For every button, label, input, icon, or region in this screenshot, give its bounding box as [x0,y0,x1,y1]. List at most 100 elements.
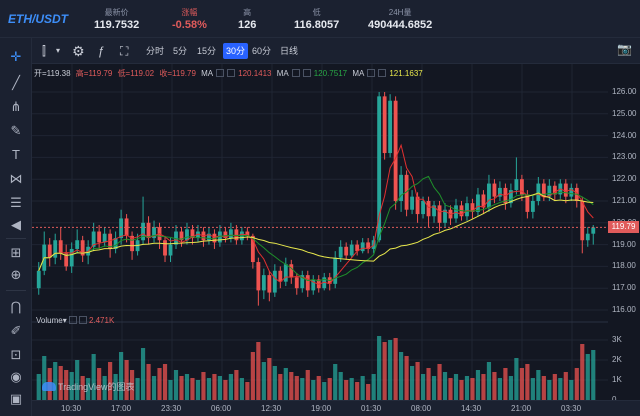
volume-bar [497,378,503,400]
interval-timeline[interactable]: 分时 [146,46,165,56]
volume-bar [371,374,376,400]
volume-bar [316,376,321,400]
candle-body [250,235,255,263]
candle-body [569,187,574,197]
volume-bar [355,382,360,400]
text-tool-icon[interactable]: T [12,147,20,162]
magnet-icon[interactable]: ⋂ [10,299,22,314]
settings-box-icon[interactable] [216,69,225,77]
time-tick-label: 12:30 [261,404,282,413]
volume-bar [448,378,453,400]
volume-bar [426,368,431,400]
camera-icon[interactable]: 📷 [617,42,632,56]
candle-body [580,201,585,241]
indicator-icon[interactable]: ƒ [98,44,105,58]
ohlc-legend: 开=119.38 高=119.79 低=119.02 收=119.79 MA 12… [34,68,426,80]
volume-bar [300,378,305,400]
time-tick-label: 23:30 [161,404,182,413]
trend-line-icon[interactable]: ╱ [12,75,20,90]
volume-bar [360,376,365,400]
candle-body [366,242,371,249]
settings-box-icon[interactable] [68,316,77,324]
close-box-icon[interactable] [378,69,387,77]
candle-body [333,257,338,284]
volume-bar [536,370,541,400]
volume-bar [327,378,332,400]
volume-label[interactable]: Volume [36,316,63,325]
back-arrow-icon[interactable]: ◀ [11,217,21,232]
volume-bar [464,376,470,400]
volume-bar [228,374,233,400]
crosshair-icon[interactable]: ✛ [10,49,22,64]
candle-body [437,205,442,223]
candle-body [563,183,568,197]
settings-box-icon[interactable] [367,69,376,77]
fib-icon[interactable]: ☰ [10,195,22,210]
ma-long-line [38,192,594,271]
interval-60m[interactable]: 60分 [252,46,272,56]
interval-5m[interactable]: 5分 [173,46,188,56]
fullscreen-icon[interactable]: ⛶ [120,44,129,58]
candle-body [476,194,480,212]
pattern-icon[interactable]: ⋈ [9,171,23,186]
toolbar-divider [6,238,26,239]
candle-body [174,231,178,245]
stat-volume-24h: 24H量 490444.6852 [368,8,432,32]
interval-daily[interactable]: 日线 [280,46,299,56]
zoom-in-icon[interactable]: ⊕ [10,267,22,282]
volume-tick-label: 3K [612,335,622,344]
candle-body [212,233,217,243]
candle-body [223,231,228,239]
pitchfork-icon[interactable]: ⋔ [10,99,22,114]
eye-icon[interactable]: ◉ [10,369,22,384]
time-tick-label: 10:30 [61,404,82,413]
candle-body [322,277,327,289]
close-box-icon[interactable] [78,316,87,324]
pair-symbol[interactable]: ETH/USDT [8,12,68,26]
close-box-icon[interactable] [302,69,311,77]
pencil-lock-icon[interactable]: ✐ [10,323,22,338]
volume-tick-label: 0 [612,395,616,404]
gear-icon[interactable]: ⚙ [72,43,85,59]
measure-icon[interactable]: ⊞ [10,245,22,260]
interval-30m[interactable]: 30分 [223,43,249,59]
time-tick-label: 01:30 [361,404,382,413]
time-tick-label: 08:00 [411,404,432,413]
price-chart[interactable] [32,64,608,400]
volume-bar [585,354,590,400]
brush-icon[interactable]: ✎ [10,123,22,138]
settings-box-icon[interactable] [291,69,300,77]
volume-bar [442,372,448,400]
lock-icon[interactable]: ⊡ [10,347,22,362]
volume-bar [212,374,217,400]
volume-bar [119,352,124,400]
time-axis[interactable]: 10:30 17:00 23:30 06:00 12:30 19:00 01:30 08:00… [32,400,640,416]
interval-15m[interactable]: 15分 [197,46,217,56]
candle-body [344,246,349,256]
candle-type-icon[interactable]: ⫿ [42,44,46,58]
volume-bar [289,372,294,400]
volume-bar [97,368,102,400]
volume-bar [245,382,250,400]
price-axis[interactable]: 126.00125.00124.00123.00122.00121.00120.… [608,64,640,404]
stat-label: 低 [312,8,321,17]
time-tick-label: 17:00 [111,404,132,413]
volume-bar [382,342,387,400]
price-tick-label: 125.00 [612,108,637,118]
price-tick-label: 116.00 [612,305,636,314]
stat-value: 116.8057 [294,19,340,31]
candle-body [382,96,387,154]
stat-value: 490444.6852 [368,19,433,31]
chevron-down-icon[interactable]: ▾ [56,46,61,55]
stat-value: -0.58% [172,19,207,31]
close-box-icon[interactable] [227,69,236,77]
candle-body [272,270,277,293]
stat-high: 高 126 [238,8,256,32]
volume-bar [475,370,481,400]
volume-bar [377,336,382,400]
volume-bar [525,364,530,400]
ma-mid-line [38,175,594,282]
candle-body [294,277,299,289]
stat-value: 119.7532 [94,19,140,31]
trash-icon[interactable]: ▣ [9,391,23,406]
